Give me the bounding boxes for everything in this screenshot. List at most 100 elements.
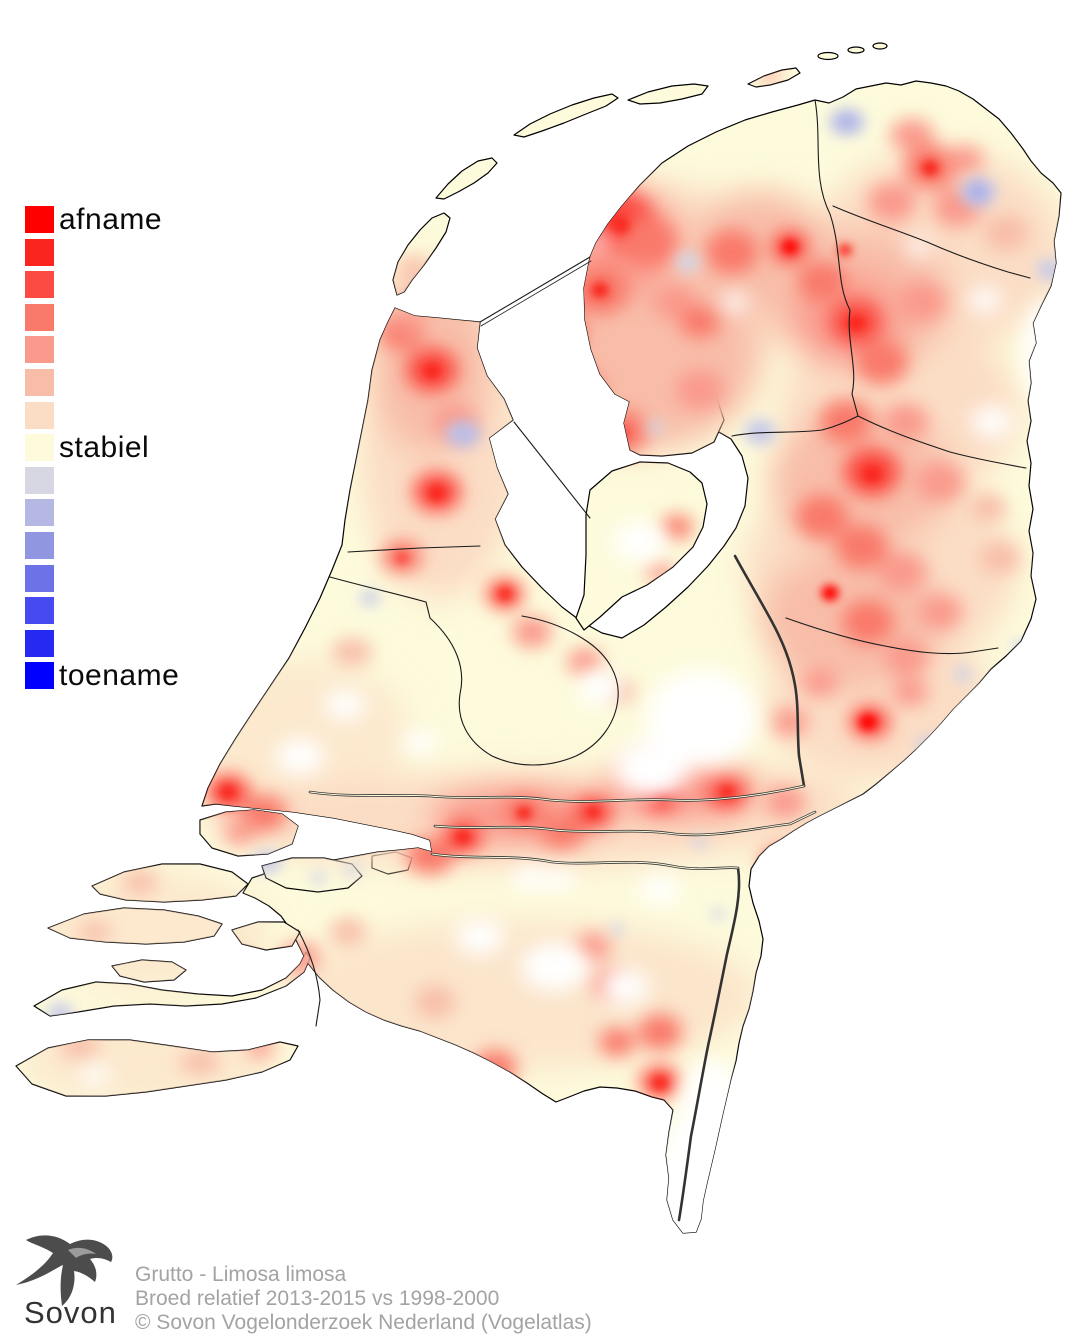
map-hotspot <box>878 552 926 592</box>
map-hotspot <box>544 870 576 890</box>
legend-swatch <box>25 564 54 592</box>
map-hotspot <box>661 515 693 539</box>
hotspot-core-layer <box>220 160 939 1090</box>
map-hotspot <box>898 282 946 322</box>
river-highlight <box>434 811 816 836</box>
river-highlight <box>431 853 739 870</box>
map-hotspot <box>404 730 436 754</box>
sovon-logo <box>16 1235 113 1306</box>
map-hotspot <box>765 786 805 818</box>
map-hotspot <box>521 943 589 991</box>
legend: afname stabiel toename <box>25 203 285 706</box>
map-hotspot <box>575 933 611 961</box>
legend-swatch <box>25 662 54 690</box>
map-hotspot <box>987 696 1023 724</box>
map-hotspot <box>343 863 361 877</box>
caption-copyright: © Sovon Vogelonderzoek Nederland (Vogela… <box>135 1311 592 1334</box>
map-hotspot <box>599 1028 635 1056</box>
map-hotspot <box>758 70 782 82</box>
border-overijssel-gelderland <box>785 617 999 655</box>
map-hotspot <box>540 816 584 848</box>
map-hotspot <box>586 806 600 818</box>
map-hotspot <box>310 872 326 884</box>
map-hotspot <box>918 594 962 630</box>
houtribdijk-line <box>513 421 591 519</box>
map-hotspot <box>984 215 1028 251</box>
legend-swatch <box>25 271 54 299</box>
map-hotspot <box>906 238 930 256</box>
map-hotspot <box>614 426 630 440</box>
islet <box>847 46 865 54</box>
map-hotspot <box>1037 259 1061 281</box>
map-hotspot <box>947 146 983 174</box>
border-drenthe-overijssel <box>731 415 1027 469</box>
map-hotspot <box>164 1013 184 1029</box>
map-hotspot <box>796 495 848 539</box>
map-hotspot <box>620 218 676 266</box>
map-hotspot <box>79 922 111 942</box>
map-hotspot <box>868 182 916 222</box>
map-hotspot <box>512 866 548 890</box>
legend-swatch <box>25 303 54 331</box>
map-hotspot <box>846 315 866 331</box>
map-hotspot <box>970 494 1006 522</box>
map-hotspot <box>890 119 934 151</box>
island-ameland <box>627 83 709 105</box>
border-noordholland-utrecht <box>329 576 431 619</box>
legend-swatch <box>25 336 54 364</box>
map-hotspot <box>680 306 720 338</box>
map-hotspot <box>918 737 942 757</box>
map-hotspot <box>606 215 630 235</box>
map-caption: Grutto - Limosa limosa Broed relatief 20… <box>135 1263 592 1335</box>
map-hotspot <box>122 870 158 894</box>
map-hotspot <box>711 908 725 920</box>
map-hotspot <box>567 648 603 676</box>
map-hotspot <box>916 462 964 502</box>
map-hotspot <box>428 485 446 501</box>
river-ijssel <box>733 554 806 788</box>
map-hotspot <box>601 969 649 1005</box>
map-hotspot <box>473 1050 517 1086</box>
map-hotspot <box>722 292 748 312</box>
legend-swatch <box>25 597 54 625</box>
boundaries <box>297 99 1031 1027</box>
legend-swatch <box>25 206 54 233</box>
caption-species: Grutto - Limosa limosa <box>135 1263 347 1286</box>
map-hotspot <box>884 404 928 440</box>
legend-swatch <box>25 238 54 266</box>
map-hotspot <box>969 288 1001 312</box>
map-hotspot <box>676 252 700 272</box>
border-friesland-groningen <box>814 99 859 417</box>
sovon-logo-text: Sovon <box>24 1295 117 1330</box>
map-hotspot <box>772 708 808 736</box>
map-hotspot <box>760 846 804 878</box>
legend-swatch <box>25 369 54 396</box>
map-hotspot <box>1012 640 1032 656</box>
map-hotspot <box>548 326 566 342</box>
map-hotspot <box>954 666 972 682</box>
map-hotspot <box>1023 302 1061 402</box>
map-hotspot <box>970 185 986 199</box>
map-hotspot <box>946 776 978 800</box>
map-hotspot <box>744 419 776 445</box>
map-hotspot <box>220 785 236 799</box>
map-hotspot <box>591 282 609 298</box>
legend-swatch <box>25 629 54 657</box>
map-hotspot <box>395 552 409 564</box>
map-hotspot <box>325 690 365 720</box>
map-hotspot <box>392 310 424 334</box>
map-hotspot <box>856 340 908 384</box>
map-hotspot <box>498 588 512 600</box>
map-hotspot <box>359 589 381 607</box>
map-hotspot <box>692 836 708 848</box>
border-utrecht <box>429 615 619 766</box>
map-hotspot <box>972 406 1012 438</box>
border-zeeland-brabant <box>297 929 321 1027</box>
map-hotspot <box>226 954 258 978</box>
map-hotspot <box>798 262 846 302</box>
map-hotspot <box>652 1076 668 1090</box>
map-hotspot <box>332 638 372 666</box>
map-hotspot <box>892 678 928 706</box>
map-hotspot <box>551 368 603 412</box>
